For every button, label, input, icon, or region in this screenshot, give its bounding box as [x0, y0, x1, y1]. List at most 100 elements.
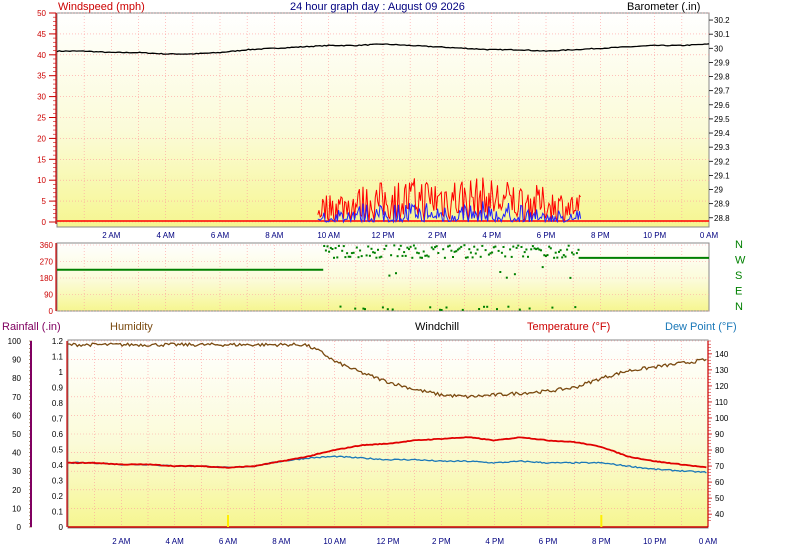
- hour-tick-label: 2 PM: [428, 231, 447, 240]
- direction-point: [386, 308, 389, 311]
- barometer-tick-label: 29.9: [714, 58, 730, 67]
- direction-point: [388, 274, 391, 277]
- direction-point: [479, 255, 482, 258]
- direction-panel: [56, 242, 710, 312]
- direction-point: [421, 256, 423, 259]
- direction-point: [561, 256, 564, 259]
- direction-point: [328, 250, 331, 253]
- direction-point: [497, 249, 500, 252]
- direction-point: [414, 247, 417, 250]
- rain-tick-label: 0.9: [52, 384, 64, 393]
- windspeed-trace: [317, 177, 581, 223]
- rain-tick-label: 0.2: [52, 492, 64, 501]
- direction-point: [515, 246, 518, 249]
- direction-point: [406, 246, 409, 249]
- barometer-tick-label: 28.9: [714, 200, 730, 209]
- barometer-tick-label: 29: [714, 186, 723, 195]
- temperature-label: Temperature (°F): [527, 321, 610, 333]
- hour-tick-label: 2 AM: [102, 231, 121, 240]
- direction-point: [396, 255, 399, 258]
- direction-point: [447, 245, 450, 248]
- direction-point: [517, 244, 520, 247]
- direction-point: [465, 256, 467, 259]
- direction-point: [556, 256, 559, 259]
- rain-tick-label: 0.4: [52, 461, 64, 470]
- barometer-tick-label: 28.8: [714, 214, 730, 223]
- humidity-tick-label: 40: [12, 449, 21, 458]
- direction-point: [554, 251, 557, 254]
- direction-point: [329, 246, 332, 249]
- direction-point: [349, 255, 352, 258]
- direction-point: [364, 308, 366, 311]
- direction-point: [571, 251, 573, 254]
- barometer-tick-label: 30.2: [714, 16, 730, 25]
- direction-point: [334, 247, 337, 250]
- direction-point: [574, 306, 577, 309]
- temperature-line: [68, 436, 707, 469]
- direction-point: [513, 273, 516, 276]
- direction-point: [385, 244, 388, 247]
- direction-point: [417, 252, 420, 255]
- direction-point: [551, 306, 554, 309]
- direction-point: [486, 305, 489, 308]
- direction-point: [367, 245, 370, 248]
- direction-point: [569, 276, 572, 279]
- hour-tick-label: 6 PM: [539, 537, 558, 546]
- direction-point: [342, 245, 345, 248]
- rain-tick-label: 0.1: [52, 508, 64, 517]
- direction-point: [445, 306, 448, 309]
- humidity-tick-label: 20: [12, 486, 21, 495]
- wind-tick-label: 0: [42, 218, 47, 227]
- temperature-tick-label: 50: [715, 494, 724, 503]
- temperature-tick-label: 100: [715, 414, 729, 423]
- humidity-tick-label: 80: [12, 374, 21, 383]
- barometer-tick-label: 29.1: [714, 171, 730, 180]
- direction-point: [391, 308, 394, 311]
- direction-point: [339, 305, 342, 308]
- compass-label: S: [735, 270, 742, 282]
- direction-point: [548, 245, 551, 248]
- wind-tick-label: 50: [37, 9, 46, 18]
- direction-point: [543, 254, 546, 257]
- direction-point: [401, 254, 404, 257]
- direction-point: [471, 256, 474, 259]
- direction-point: [323, 245, 326, 247]
- hour-tick-label: 10 AM: [323, 537, 346, 546]
- hour-tick-label: 4 AM: [157, 231, 176, 240]
- compass-label: N: [735, 239, 743, 251]
- wind-tick-label: 35: [37, 72, 46, 81]
- direction-point: [460, 245, 463, 248]
- temperature-tick-label: 80: [715, 446, 724, 455]
- humidity-tick-label: 70: [12, 393, 21, 402]
- direction-point: [512, 245, 515, 248]
- direction-point: [362, 307, 365, 310]
- temperature-tick-label: 40: [715, 510, 724, 519]
- direction-point: [476, 248, 479, 251]
- direction-point: [564, 255, 567, 258]
- hour-tick-label: 8 PM: [591, 231, 610, 240]
- direction-point: [489, 252, 492, 255]
- direction-tick-label: 180: [40, 274, 54, 283]
- direction-point: [478, 308, 481, 310]
- hour-tick-label: 2 AM: [112, 537, 131, 546]
- direction-point: [553, 256, 556, 259]
- direction-point: [439, 308, 441, 311]
- wind-tick-label: 40: [37, 51, 46, 60]
- direction-point: [468, 248, 471, 251]
- direction-point: [333, 256, 335, 259]
- humidity-tick-label: 0: [17, 523, 22, 532]
- direction-point: [355, 246, 358, 249]
- hour-tick-label: 6 PM: [537, 231, 556, 240]
- direction-point: [572, 253, 575, 256]
- direction-point: [546, 254, 549, 257]
- direction-point: [432, 248, 435, 251]
- direction-point: [378, 256, 381, 259]
- direction-point: [505, 276, 508, 279]
- direction-point: [350, 252, 353, 255]
- hour-tick-label: 4 PM: [482, 231, 501, 240]
- direction-point: [347, 255, 350, 258]
- direction-point: [344, 256, 347, 259]
- direction-tick-label: 360: [40, 241, 54, 250]
- direction-point: [484, 249, 487, 252]
